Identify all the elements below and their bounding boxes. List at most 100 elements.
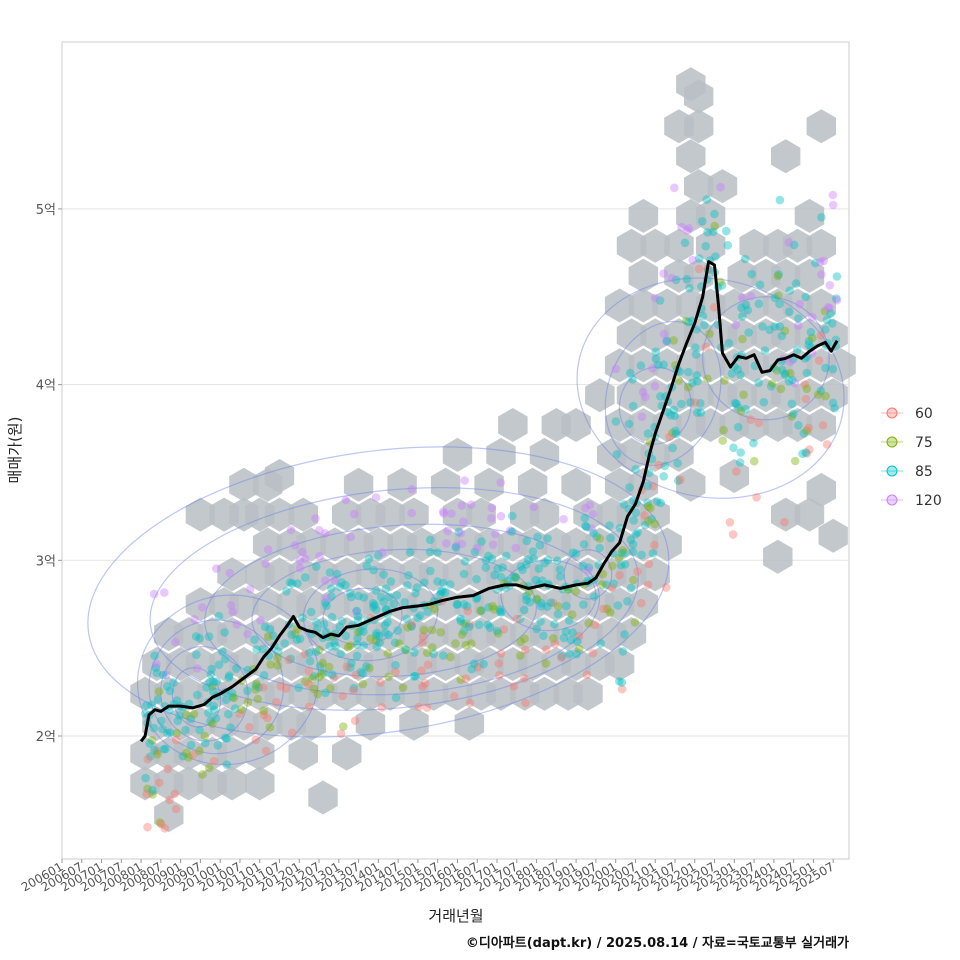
scatter-point-85 bbox=[433, 548, 442, 557]
scatter-point-85 bbox=[801, 448, 810, 457]
hex-bin bbox=[387, 467, 417, 502]
hex-bin bbox=[130, 766, 160, 801]
scatter-point-85 bbox=[311, 647, 321, 657]
scatter-point-60 bbox=[276, 682, 285, 691]
hex-bin bbox=[229, 587, 259, 622]
hex-bin bbox=[363, 527, 394, 562]
scatter-point-85 bbox=[758, 322, 767, 331]
scatter-point-120 bbox=[225, 568, 235, 578]
scatter-point-75 bbox=[143, 784, 152, 794]
scatter-point-75 bbox=[461, 640, 471, 650]
scatter-point-60 bbox=[143, 822, 152, 832]
scatter-point-60 bbox=[465, 698, 475, 708]
hex-bin bbox=[173, 736, 204, 771]
legend-label: 75 bbox=[915, 435, 933, 451]
scatter-point-75 bbox=[189, 709, 199, 719]
scatter-point-85 bbox=[460, 557, 470, 566]
scatter-point-120 bbox=[439, 509, 449, 518]
scatter-point-85 bbox=[354, 591, 363, 601]
scatter-point-85 bbox=[655, 296, 665, 305]
scatter-point-60 bbox=[590, 620, 600, 630]
hex-bin bbox=[782, 228, 813, 263]
scatter-point-60 bbox=[665, 432, 674, 442]
scatter-point-85 bbox=[337, 616, 347, 626]
scatter-point-60 bbox=[304, 679, 313, 689]
scatter-point-85 bbox=[691, 350, 701, 359]
scatter-point-75 bbox=[253, 694, 263, 704]
scatter-point-85 bbox=[469, 659, 479, 668]
hex-bin bbox=[561, 467, 591, 502]
hex-bin bbox=[486, 617, 516, 652]
scatter-point-85 bbox=[617, 678, 627, 687]
scatter-point-60 bbox=[574, 631, 584, 641]
scatter-point-120 bbox=[451, 541, 461, 551]
scatter-point-85 bbox=[701, 241, 710, 251]
scatter-point-75 bbox=[384, 672, 393, 682]
scatter-point-85 bbox=[381, 628, 390, 637]
scatter-point-85 bbox=[492, 626, 502, 636]
scatter-point-85 bbox=[352, 651, 362, 661]
scatter-point-85 bbox=[218, 647, 227, 656]
scatter-point-85 bbox=[465, 622, 474, 631]
scatter-point-85 bbox=[220, 628, 229, 637]
hex-bin bbox=[517, 587, 548, 622]
scatter-point-85 bbox=[429, 649, 439, 659]
scatter-point-85 bbox=[375, 638, 384, 648]
scatter-point-75 bbox=[644, 516, 653, 526]
scatter-point-60 bbox=[804, 423, 813, 433]
scatter-point-85 bbox=[467, 664, 477, 674]
scatter-point-85 bbox=[688, 378, 697, 388]
scatter-point-85 bbox=[392, 591, 402, 600]
scatter-point-75 bbox=[446, 652, 455, 662]
scatter-point-85 bbox=[592, 532, 601, 541]
scatter-point-60 bbox=[640, 511, 649, 520]
scatter-point-85 bbox=[470, 547, 480, 557]
scatter-point-120 bbox=[330, 576, 339, 585]
scatter-point-85 bbox=[684, 367, 693, 377]
density-contours bbox=[87, 277, 845, 766]
scatter-point-85 bbox=[507, 527, 517, 536]
scatter-point-120 bbox=[682, 226, 692, 235]
y-axis-ticks: 2억 3억 4억 5억 bbox=[36, 203, 62, 745]
hex-bin bbox=[442, 676, 473, 711]
scatter-point-60 bbox=[351, 670, 361, 679]
scatter-point-85 bbox=[546, 598, 555, 607]
scatter-point-75 bbox=[324, 662, 334, 672]
scatter-point-60 bbox=[644, 559, 654, 569]
scatter-point-85 bbox=[410, 648, 419, 657]
hex-bin bbox=[442, 557, 473, 592]
scatter-point-60 bbox=[816, 331, 826, 340]
scatter-point-120 bbox=[611, 364, 621, 374]
scatter-point-75 bbox=[820, 306, 830, 316]
scatter-point-85 bbox=[572, 637, 582, 646]
hex-bin bbox=[320, 527, 350, 562]
scatter-point-75 bbox=[776, 384, 786, 394]
scatter-point-85 bbox=[543, 602, 552, 611]
scatter-point-85 bbox=[799, 429, 808, 438]
hex-bin bbox=[173, 617, 204, 652]
scatter-point-120 bbox=[256, 615, 265, 625]
scatter-point-120 bbox=[439, 507, 448, 516]
scatter-point-75 bbox=[301, 677, 310, 686]
scatter-point-75 bbox=[683, 382, 693, 392]
scatter-point-60 bbox=[654, 460, 663, 470]
scatter-point-75 bbox=[584, 619, 593, 628]
scatter-point-60 bbox=[463, 606, 473, 616]
scatter-point-85 bbox=[484, 551, 493, 561]
scatter-point-120 bbox=[496, 478, 506, 487]
scatter-point-85 bbox=[380, 620, 390, 630]
scatter-point-85 bbox=[534, 564, 544, 573]
scatter-point-75 bbox=[457, 630, 467, 639]
scatter-point-85 bbox=[568, 548, 578, 557]
hex-bin bbox=[375, 497, 405, 532]
hex-bin bbox=[561, 587, 591, 622]
scatter-point-85 bbox=[379, 597, 388, 606]
scatter-point-75 bbox=[353, 627, 363, 637]
scatter-point-85 bbox=[312, 562, 321, 571]
scatter-point-85 bbox=[413, 613, 423, 623]
scatter-point-85 bbox=[462, 602, 472, 611]
scatter-point-85 bbox=[691, 343, 700, 352]
scatter-point-85 bbox=[353, 616, 363, 625]
scatter-point-85 bbox=[615, 677, 624, 686]
